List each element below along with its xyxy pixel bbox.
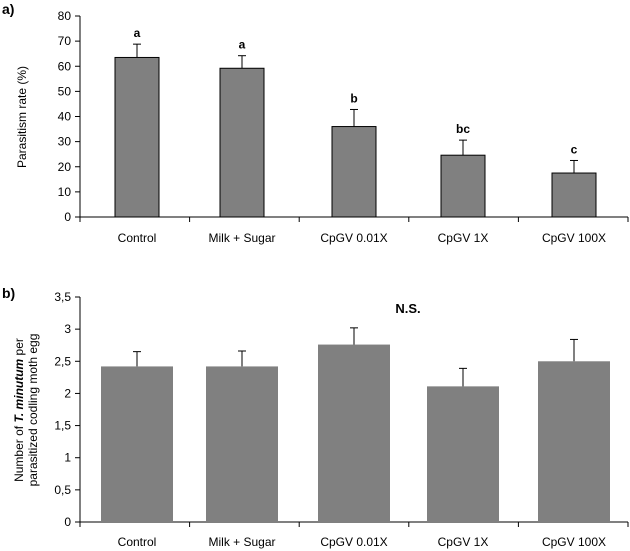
panel-b-bar-4 [427, 386, 499, 522]
panel-a-y-tick-label: 50 [58, 84, 72, 98]
panel-a-bar-4 [440, 154, 486, 218]
panel-a-significance-letter-5: c [571, 142, 578, 156]
panel-b-y-tick-label: 2,5 [54, 354, 71, 368]
panel-b-y-tick-label: 2 [64, 386, 71, 400]
panel-b-bar-2 [206, 366, 278, 522]
panel-a-bar-1 [114, 56, 160, 218]
panel-b-y-axis-title-part3: per [12, 338, 26, 359]
panel-b-y-tick-label: 3,5 [54, 290, 71, 304]
panel-b-y-tick-label: 1 [64, 451, 71, 465]
panel-a-axes: 0 10 20 30 40 50 60 70 80 [58, 9, 629, 224]
panel-a-bar-5 [551, 172, 597, 218]
panel-a-bar-2 [219, 67, 265, 218]
panel-a-bar-3 [331, 126, 377, 218]
panel-b-category-label-5: CpGV 100X [542, 535, 606, 549]
panel-b-y-axis-title-species: T. minutum [12, 358, 26, 422]
panel-b-category-label-1: Control [118, 535, 157, 549]
panel-a-y-axis-title: Parasitism rate (%) [15, 66, 29, 168]
panel-a-y-tick-label: 80 [58, 9, 72, 23]
panel-b-y-tick-label: 1,5 [54, 419, 71, 433]
panel-a-label: a) [2, 1, 14, 17]
panel-b-y-tick-label: 0,5 [54, 483, 71, 497]
panel-a-y-tick-label: 40 [58, 110, 72, 124]
panel-a-y-tick-label: 60 [58, 59, 72, 73]
panel-a-significance-letter-4: bc [456, 122, 470, 136]
panel-b-y-axis-title-line2: parasitized codling moth egg [26, 334, 40, 487]
panel-a-category-label-3: CpGV 0.01X [320, 231, 387, 245]
panel-b-y-tick-label: 0 [64, 515, 71, 529]
panel-a-y-tick-label: 0 [64, 210, 71, 224]
panel-a-category-labels: Control Milk + Sugar CpGV 0.01X CpGV 1X CpGV… [118, 231, 606, 245]
panel-b-y-axis-title-part1: Number of [12, 423, 26, 482]
panel-b-bar-5 [538, 361, 610, 522]
panel-a-error-bars [133, 43, 578, 174]
panel-a-y-tick-label: 70 [58, 34, 72, 48]
panel-a-category-label-4: CpGV 1X [438, 231, 489, 245]
panel-b-y-axis-title-line1: Number of T. minutum per [12, 338, 26, 482]
panel-b: b) Number of T. minutum per parasitized … [2, 285, 629, 549]
panel-a-y-tick-label: 20 [58, 160, 72, 174]
panel-a-significance-letter-1: a [134, 26, 141, 40]
panel-b-bar-1 [101, 366, 173, 522]
panel-a-category-label-1: Control [118, 231, 157, 245]
panel-a-y-tick-label: 10 [58, 185, 72, 199]
panel-b-category-label-4: CpGV 1X [438, 535, 489, 549]
panel-a-category-label-2: Milk + Sugar [208, 231, 275, 245]
panel-b-y-tick-label: 3 [64, 322, 71, 336]
panel-b-category-labels: Control Milk + Sugar CpGV 0.01X CpGV 1X CpGV… [118, 535, 606, 549]
panel-a-bars [114, 56, 597, 218]
panel-b-category-label-2: Milk + Sugar [208, 535, 275, 549]
panel-a-y-tick-label: 30 [58, 135, 72, 149]
panel-a: a) Parasitism rate (%) 0 10 20 30 40 50 60 70 80… [2, 1, 629, 245]
panel-a-significance-letters: a a b bc c [134, 26, 578, 156]
panel-b-label: b) [2, 285, 15, 301]
panel-b-bar-3 [318, 344, 390, 522]
panel-b-category-label-3: CpGV 0.01X [320, 535, 387, 549]
panel-a-significance-letter-3: b [350, 91, 357, 105]
panel-b-error-bars [133, 327, 578, 387]
panel-a-category-label-5: CpGV 100X [542, 231, 606, 245]
panel-b-ns-annotation: N.S. [395, 301, 420, 316]
panel-a-significance-letter-2: a [239, 38, 246, 52]
panel-b-bars [101, 344, 610, 522]
